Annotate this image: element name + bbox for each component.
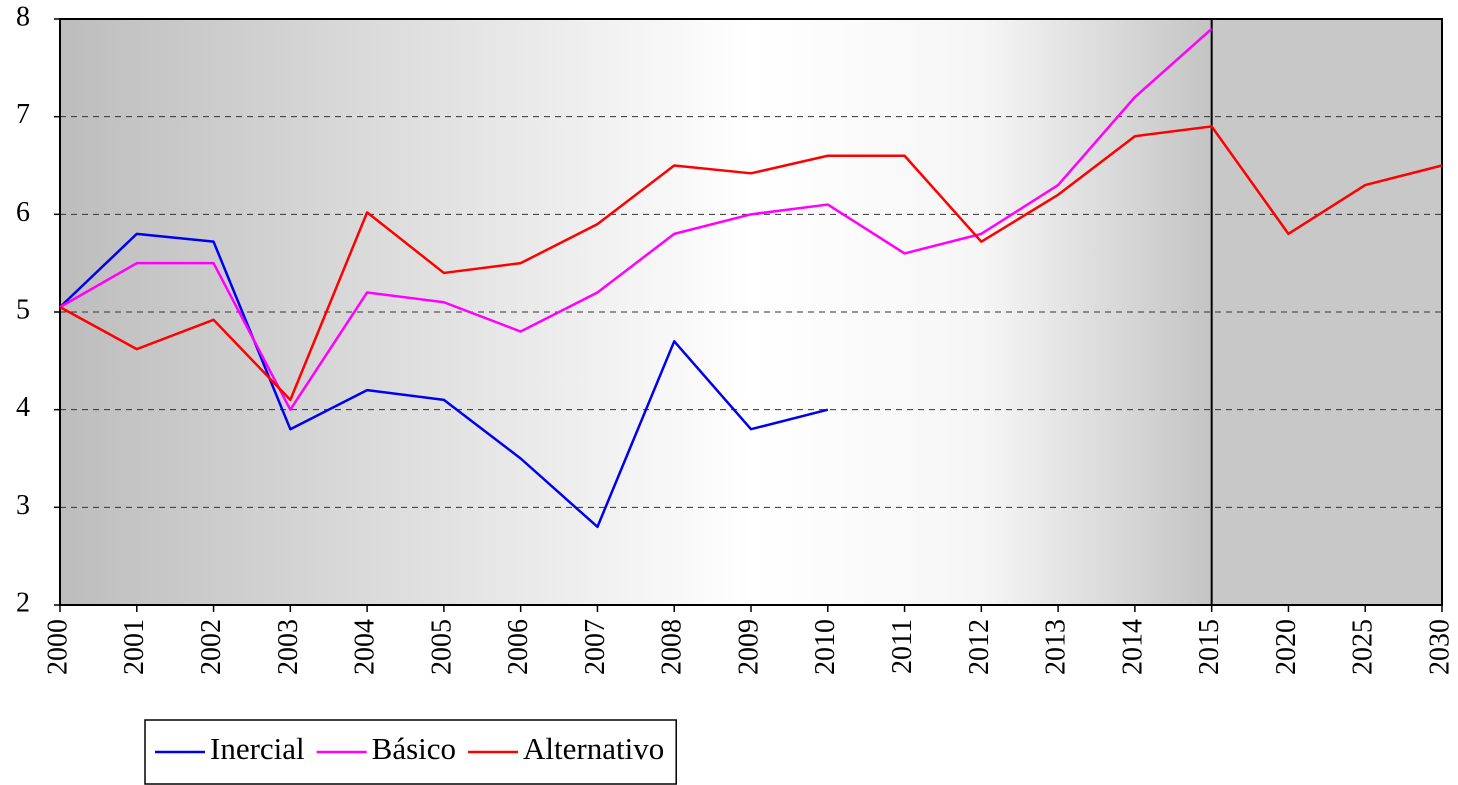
y-tick-label: 8 xyxy=(16,1,30,32)
x-tick-label: 2011 xyxy=(887,619,918,674)
x-tick-label: 2013 xyxy=(1041,619,1072,675)
legend-label: Inercial xyxy=(210,731,305,766)
x-tick-label: 2001 xyxy=(119,619,150,675)
x-tick-label: 2006 xyxy=(503,619,534,675)
series-line xyxy=(59,125,1443,402)
x-tick-label: 2030 xyxy=(1424,619,1455,675)
x-tick-label: 2000 xyxy=(42,619,73,675)
x-tick-label: 2007 xyxy=(580,619,611,675)
legend-label: Alternativo xyxy=(523,731,664,766)
x-tick-label: 2003 xyxy=(273,619,304,675)
series-line xyxy=(59,27,1213,411)
x-tick-label: 2005 xyxy=(426,619,457,675)
x-tick-label: 2025 xyxy=(1348,619,1379,675)
x-tick-label: 2002 xyxy=(196,619,227,675)
y-tick-label: 2 xyxy=(16,587,30,618)
x-tick-label: 2015 xyxy=(1194,619,1225,675)
y-tick-label: 3 xyxy=(16,490,30,521)
x-tick-label: 2004 xyxy=(350,619,381,675)
legend xyxy=(144,719,677,785)
x-tick-label: 2012 xyxy=(964,619,995,675)
legend-label: Básico xyxy=(372,731,456,766)
x-tick-label: 2009 xyxy=(733,619,764,675)
y-tick-label: 7 xyxy=(16,99,30,130)
x-tick-label: 2008 xyxy=(657,619,688,675)
y-tick-label: 4 xyxy=(16,392,30,423)
series-line xyxy=(59,232,829,529)
y-tick-label: 6 xyxy=(16,197,30,228)
x-tick-label: 2010 xyxy=(810,619,841,675)
y-tick-label: 5 xyxy=(16,294,30,325)
x-tick-label: 2020 xyxy=(1271,619,1302,675)
x-tick-label: 2014 xyxy=(1117,619,1148,675)
